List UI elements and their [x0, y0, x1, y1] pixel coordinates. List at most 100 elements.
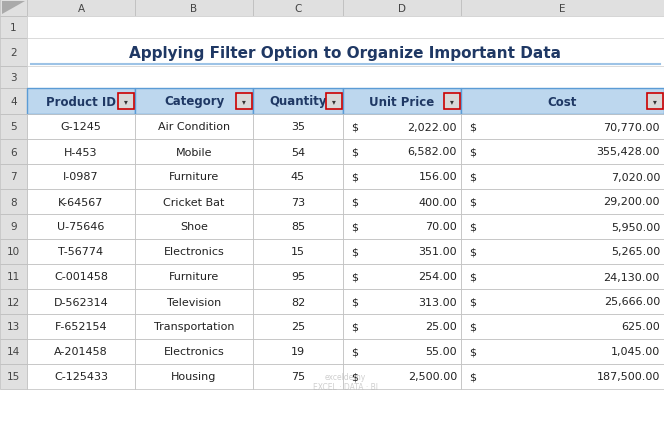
Text: Electronics: Electronics — [163, 347, 224, 357]
Text: 25: 25 — [291, 322, 305, 332]
Text: 45: 45 — [291, 172, 305, 182]
Bar — [253, 265, 343, 290]
Text: U-75646: U-75646 — [57, 222, 105, 232]
Text: Television: Television — [167, 297, 221, 307]
Bar — [343, 89, 461, 115]
Text: T-56774: T-56774 — [58, 247, 104, 257]
Text: Electronics: Electronics — [163, 247, 224, 257]
Bar — [27, 190, 135, 215]
Text: $: $ — [469, 197, 477, 207]
Text: Product ID: Product ID — [46, 95, 116, 108]
Text: 355,428.00: 355,428.00 — [596, 147, 660, 157]
Text: ▾: ▾ — [332, 97, 336, 106]
Bar — [461, 364, 664, 389]
Bar — [27, 0, 135, 17]
Bar — [135, 364, 253, 389]
Text: K-64567: K-64567 — [58, 197, 104, 207]
Text: $: $ — [351, 222, 359, 232]
Bar — [253, 215, 343, 240]
Bar — [135, 290, 253, 314]
Bar — [0, 290, 27, 314]
Text: Applying Filter Option to Organize Important Data: Applying Filter Option to Organize Impor… — [129, 46, 562, 60]
Text: Air Condition: Air Condition — [158, 122, 230, 132]
Text: 15: 15 — [291, 247, 305, 257]
Bar — [0, 140, 27, 165]
Text: F-652154: F-652154 — [54, 322, 108, 332]
Text: 82: 82 — [291, 297, 305, 307]
Text: 10: 10 — [7, 247, 20, 257]
Bar — [326, 94, 342, 110]
Bar — [135, 165, 253, 190]
Text: A: A — [78, 4, 84, 14]
Text: C-125433: C-125433 — [54, 372, 108, 381]
Text: 400.00: 400.00 — [418, 197, 457, 207]
Bar — [461, 89, 664, 115]
Text: 25,666.00: 25,666.00 — [604, 297, 660, 307]
Text: 73: 73 — [291, 197, 305, 207]
Bar — [118, 94, 134, 110]
Text: 9: 9 — [10, 222, 17, 232]
Text: 625.00: 625.00 — [622, 322, 660, 332]
Text: Cricket Bat: Cricket Bat — [163, 197, 224, 207]
Bar — [135, 115, 253, 140]
Text: 70,770.00: 70,770.00 — [604, 122, 660, 132]
Bar — [0, 265, 27, 290]
Bar — [27, 115, 135, 140]
Text: C: C — [294, 4, 301, 14]
Bar — [461, 165, 664, 190]
Text: $: $ — [469, 272, 477, 282]
Text: G-1245: G-1245 — [60, 122, 102, 132]
Text: 7: 7 — [10, 172, 17, 182]
Text: 5,950.00: 5,950.00 — [611, 222, 660, 232]
Text: Mobile: Mobile — [176, 147, 212, 157]
Bar — [461, 339, 664, 364]
Text: $: $ — [469, 372, 477, 381]
Text: $: $ — [351, 122, 359, 132]
Bar — [343, 339, 461, 364]
Bar — [27, 215, 135, 240]
Text: 85: 85 — [291, 222, 305, 232]
Text: Category: Category — [164, 95, 224, 108]
Bar — [27, 165, 135, 190]
Bar — [27, 364, 135, 389]
Text: $: $ — [351, 197, 359, 207]
Bar — [253, 339, 343, 364]
Bar — [343, 115, 461, 140]
Text: 12: 12 — [7, 297, 20, 307]
Bar — [253, 314, 343, 339]
Text: 351.00: 351.00 — [418, 247, 457, 257]
Bar — [343, 240, 461, 265]
Bar — [135, 89, 253, 115]
Text: 24,130.00: 24,130.00 — [604, 272, 660, 282]
Text: ▾: ▾ — [124, 97, 128, 106]
Text: A-201458: A-201458 — [54, 347, 108, 357]
Bar — [253, 165, 343, 190]
Bar — [253, 140, 343, 165]
Bar — [0, 0, 27, 17]
Bar — [27, 140, 135, 165]
Text: Cost: Cost — [548, 95, 577, 108]
Text: C-001458: C-001458 — [54, 272, 108, 282]
Text: $: $ — [469, 347, 477, 357]
Bar — [343, 215, 461, 240]
Text: 5,265.00: 5,265.00 — [611, 247, 660, 257]
Bar — [253, 240, 343, 265]
Bar — [461, 0, 664, 17]
Bar — [0, 190, 27, 215]
Text: 187,500.00: 187,500.00 — [597, 372, 660, 381]
Bar — [461, 314, 664, 339]
Text: 313.00: 313.00 — [418, 297, 457, 307]
Bar — [27, 290, 135, 314]
Text: $: $ — [469, 147, 477, 157]
Bar — [0, 39, 27, 67]
Text: 6,582.00: 6,582.00 — [408, 147, 457, 157]
Text: 3: 3 — [10, 73, 17, 83]
Bar — [343, 314, 461, 339]
Text: 70.00: 70.00 — [425, 222, 457, 232]
Bar — [0, 17, 27, 39]
Bar — [236, 94, 252, 110]
Text: 156.00: 156.00 — [418, 172, 457, 182]
Bar — [0, 115, 27, 140]
Bar — [0, 215, 27, 240]
Text: $: $ — [469, 222, 477, 232]
